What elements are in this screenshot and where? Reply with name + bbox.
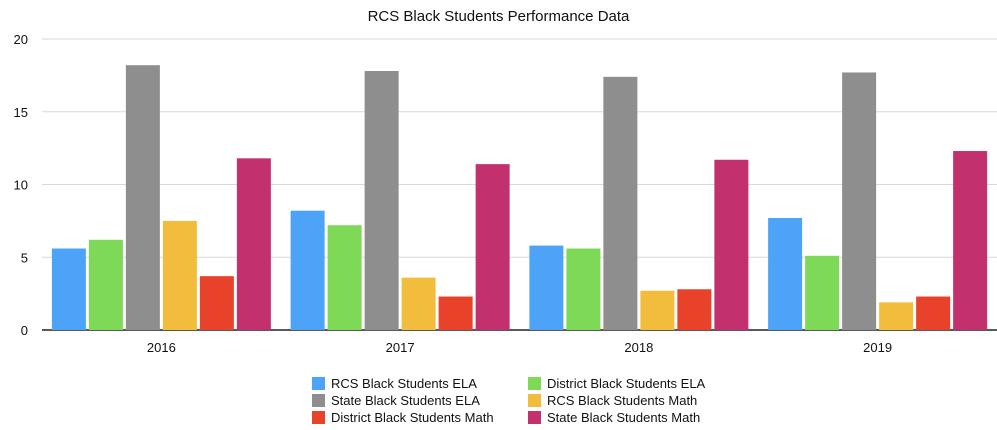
legend-item: RCS Black Students Math bbox=[528, 392, 744, 408]
y-tick-label: 0 bbox=[21, 323, 28, 338]
chart-title: RCS Black Students Performance Data bbox=[367, 8, 630, 25]
bar bbox=[879, 302, 914, 330]
x-tick-label: 2018 bbox=[624, 340, 653, 355]
legend-swatch bbox=[312, 393, 325, 407]
legend-label: District Black Students Math bbox=[331, 409, 494, 425]
legend: RCS Black Students ELA District Black Stu… bbox=[312, 375, 752, 425]
legend-item: District Black Students ELA bbox=[528, 375, 744, 391]
bar bbox=[768, 217, 803, 330]
bar bbox=[529, 245, 564, 330]
bar bbox=[51, 248, 86, 330]
legend-item: District Black Students Math bbox=[312, 409, 528, 425]
x-tick-label: 2019 bbox=[863, 340, 892, 355]
bar bbox=[677, 289, 712, 330]
y-tick-label: 15 bbox=[14, 105, 28, 120]
y-tick-label: 20 bbox=[14, 32, 28, 47]
bar-series bbox=[51, 65, 988, 330]
bar bbox=[805, 255, 840, 330]
legend-label: State Black Students ELA bbox=[331, 392, 480, 408]
bar bbox=[916, 296, 951, 330]
y-tick-label: 5 bbox=[21, 250, 28, 265]
legend-swatch bbox=[528, 410, 541, 424]
legend-item: State Black Students Math bbox=[528, 409, 744, 425]
x-tick-label: 2017 bbox=[386, 340, 415, 355]
bar bbox=[88, 239, 123, 330]
legend-swatch bbox=[312, 376, 325, 390]
legend-label: District Black Students ELA bbox=[547, 375, 706, 391]
x-axis-tick-labels: 2016 2017 2018 2019 bbox=[147, 340, 892, 355]
bar bbox=[475, 164, 510, 330]
legend-swatch bbox=[528, 393, 541, 407]
bar bbox=[401, 277, 436, 330]
bar bbox=[438, 296, 473, 330]
legend-label: State Black Students Math bbox=[547, 409, 701, 425]
bar bbox=[162, 220, 197, 330]
bar bbox=[640, 290, 675, 330]
bar bbox=[199, 276, 234, 330]
x-tick-label: 2016 bbox=[147, 340, 176, 355]
bar bbox=[714, 159, 749, 330]
legend-label: RCS Black Students ELA bbox=[331, 375, 477, 391]
legend-swatch bbox=[312, 410, 325, 424]
y-tick-label: 10 bbox=[14, 178, 28, 193]
legend-swatch bbox=[528, 376, 541, 390]
bar bbox=[125, 65, 160, 330]
bar bbox=[290, 210, 325, 330]
y-axis-tick-labels: 0 5 10 15 20 bbox=[14, 32, 28, 338]
bar bbox=[364, 71, 399, 330]
bar bbox=[327, 225, 362, 330]
legend-item: State Black Students ELA bbox=[312, 392, 528, 408]
legend-label: RCS Black Students Math bbox=[547, 392, 698, 408]
bar bbox=[842, 72, 877, 330]
bar bbox=[566, 248, 601, 330]
bar bbox=[603, 76, 638, 330]
bar bbox=[953, 151, 988, 330]
bar bbox=[236, 158, 271, 330]
legend-item: RCS Black Students ELA bbox=[312, 375, 528, 391]
